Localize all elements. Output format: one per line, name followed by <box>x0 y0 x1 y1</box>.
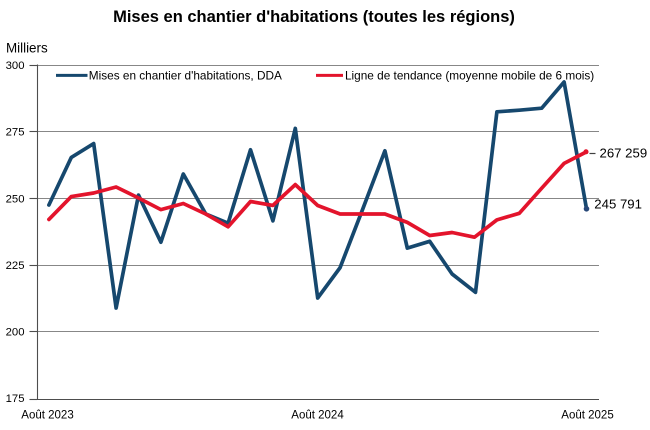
svg-text:Mises en chantier d'habitation: Mises en chantier d'habitations, DDA <box>89 68 282 82</box>
svg-text:Août 2023: Août 2023 <box>21 410 73 422</box>
svg-text:Mises en chantier d'habitation: Mises en chantier d'habitations (toutes … <box>113 8 515 26</box>
svg-text:Ligne de tendance (moyenne mob: Ligne de tendance (moyenne mobile de 6 m… <box>345 68 594 82</box>
svg-text:175: 175 <box>6 393 25 405</box>
svg-text:300: 300 <box>6 60 25 72</box>
svg-text:245 791: 245 791 <box>594 196 642 211</box>
svg-text:Milliers: Milliers <box>6 41 48 56</box>
svg-text:Août 2025: Août 2025 <box>561 410 613 422</box>
svg-text:267 259: 267 259 <box>600 146 648 161</box>
svg-text:250: 250 <box>6 193 25 205</box>
svg-text:225: 225 <box>6 260 25 272</box>
svg-text:Août 2024: Août 2024 <box>291 410 344 422</box>
svg-text:200: 200 <box>6 327 25 339</box>
svg-text:275: 275 <box>6 127 25 139</box>
